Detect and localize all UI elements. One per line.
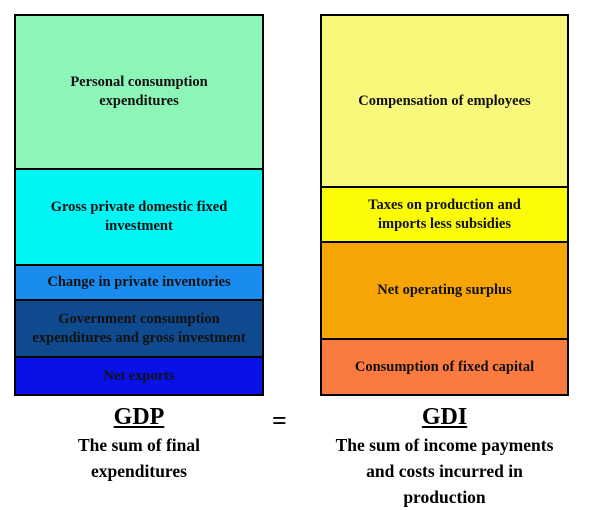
gdp-stack: Personal consumption expenditures Gross …: [14, 14, 264, 396]
gdi-block-net-operating-surplus: Net operating surplus: [322, 241, 567, 338]
gdp-block-fixed-investment: Gross private domestic fixed investment: [16, 168, 262, 264]
gdi-block-compensation: Compensation of employees: [322, 16, 567, 186]
gdi-block-taxes: Taxes on production and imports less sub…: [322, 186, 567, 241]
gdp-title: GDP: [113, 404, 165, 430]
gdp-block-personal-consumption: Personal consumption expenditures: [16, 16, 262, 168]
gdp-subtitle: The sum of final expenditures: [77, 435, 201, 481]
equals-sign: =: [272, 406, 287, 435]
gdp-block-government: Government consumption expenditures and …: [16, 299, 262, 356]
gdp-block-private-inventories: Change in private inventories: [16, 264, 262, 299]
gdi-title: GDI: [421, 404, 468, 430]
gdi-subtitle: The sum of income payments and costs inc…: [335, 435, 554, 507]
gdi-block-fixed-capital: Consumption of fixed capital: [322, 338, 567, 394]
gdi-stack: Compensation of employees Taxes on produ…: [320, 14, 569, 396]
gdp-block-net-exports: Net exports: [16, 356, 262, 394]
